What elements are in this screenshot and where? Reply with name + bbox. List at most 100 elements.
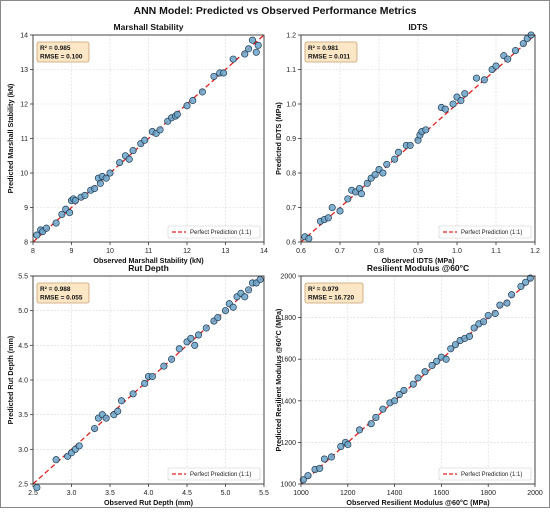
data-point <box>496 301 504 309</box>
x-tick-label: 1.1 <box>491 248 501 255</box>
y-tick-label: 5.5 <box>18 274 28 281</box>
x-tick-label: 0.6 <box>296 248 306 255</box>
data-point <box>409 380 417 388</box>
figure-title: ANN Model: Predicted vs Observed Perform… <box>133 5 416 17</box>
data-point <box>328 203 336 212</box>
x-tick-label: 10 <box>106 248 114 255</box>
data-point <box>428 361 436 369</box>
data-point <box>116 159 124 167</box>
data-point <box>526 274 534 282</box>
data-point <box>189 97 197 105</box>
x-tick-label: 4.0 <box>144 490 154 497</box>
legend-box <box>167 225 261 239</box>
r-squared-label: R² = 0.988 <box>40 286 71 293</box>
data-point <box>102 174 110 182</box>
legend-label: Perfect Prediction (1:1) <box>461 230 522 236</box>
data-point <box>241 293 249 301</box>
chart-panel-4: 1000 1200 1400 1600 1800 2000 1000 1200 1400 1600… <box>274 263 543 507</box>
chart-title: IDTS <box>408 22 428 32</box>
data-point <box>363 179 371 187</box>
data-point <box>379 405 387 413</box>
data-point <box>183 102 191 110</box>
plot-frame <box>300 34 536 243</box>
legend-label: Perfect Prediction (1:1) <box>190 472 251 478</box>
data-point <box>433 357 441 365</box>
data-point <box>214 314 222 322</box>
y-tick-label: 1800 <box>280 315 296 322</box>
y-tick-label: 0.7 <box>286 205 296 212</box>
rmse-label: RMSE = 0.055 <box>40 295 83 302</box>
data-point <box>504 55 512 63</box>
data-point <box>195 331 203 339</box>
data-point <box>254 41 262 49</box>
y-tick-label: 3.5 <box>18 412 28 419</box>
y-tick-label: 11 <box>21 136 28 143</box>
data-point <box>229 55 237 63</box>
data-point <box>75 442 83 450</box>
data-point <box>394 148 403 156</box>
data-point <box>102 414 110 422</box>
data-point <box>106 169 114 177</box>
x-tick-label: 8 <box>31 248 35 255</box>
data-point <box>129 147 137 155</box>
rmse-label: RMSE = 0.100 <box>40 54 83 61</box>
data-point <box>465 332 474 340</box>
data-point <box>316 464 324 472</box>
y-tick-label: 2000 <box>280 274 296 281</box>
y-tick-label: 10 <box>20 171 28 178</box>
data-point <box>457 97 465 105</box>
data-point <box>508 291 516 299</box>
data-point <box>372 413 380 421</box>
data-point <box>256 275 264 284</box>
data-point <box>245 45 253 53</box>
data-point <box>442 355 450 363</box>
data-point <box>421 368 429 376</box>
x-axis-label: Observed Rut Depth (mm) <box>104 498 194 507</box>
x-tick-label: 3.0 <box>67 490 77 497</box>
data-point <box>96 179 104 187</box>
data-point <box>33 231 41 239</box>
data-point <box>492 62 500 70</box>
data-point <box>472 74 481 82</box>
chart-panel-3: 2.5 3.0 3.5 4.0 4.5 5.0 5.5 2.5 3.0 3.5 4.0 4.5 5.0 5… <box>6 263 269 507</box>
data-point <box>357 190 366 198</box>
data-point <box>305 235 313 243</box>
x-tick-label: 0.7 <box>335 248 345 255</box>
y-axis-label: Predicted Marshall Stability (kN) <box>6 83 15 193</box>
y-axis-label: Predicted Resilient Modulus @60°C (MPa) <box>274 308 283 451</box>
data-point <box>395 391 403 399</box>
y-tick-label: 1400 <box>280 398 296 405</box>
chart-title: Marshall Stability <box>114 22 184 32</box>
data-point <box>160 362 168 370</box>
y-axis-label: Predicted IDTS (MPa) <box>274 102 283 175</box>
data-point <box>198 88 206 96</box>
data-point <box>479 318 488 326</box>
y-tick-label: 14 <box>20 33 28 40</box>
y-tick-label: 9 <box>24 205 28 212</box>
x-tick-label: 11 <box>145 248 152 255</box>
plot-frame <box>32 275 265 485</box>
data-point <box>52 219 60 227</box>
data-point <box>400 386 408 394</box>
data-point <box>511 46 520 55</box>
x-tick-label: 12 <box>183 248 191 255</box>
legend-label: Perfect Prediction (1:1) <box>190 230 251 236</box>
x-tick-label: 5.0 <box>221 490 231 497</box>
data-point <box>52 456 60 464</box>
data-point <box>91 424 99 433</box>
x-tick-label: 1200 <box>340 490 356 497</box>
data-point <box>327 453 335 461</box>
data-point <box>383 160 391 168</box>
r-squared-label: R² = 0.985 <box>40 45 71 52</box>
rmse-label: RMSE = 0.011 <box>308 54 350 61</box>
y-tick-label: 1600 <box>280 357 296 364</box>
legend-box <box>438 225 532 239</box>
data-point <box>252 48 260 56</box>
data-point <box>129 390 137 398</box>
data-point <box>480 76 488 84</box>
y-tick-label: 4.0 <box>18 378 28 385</box>
x-tick-label: 0.8 <box>374 248 384 255</box>
stats-box <box>36 282 90 304</box>
data-point <box>175 345 183 353</box>
